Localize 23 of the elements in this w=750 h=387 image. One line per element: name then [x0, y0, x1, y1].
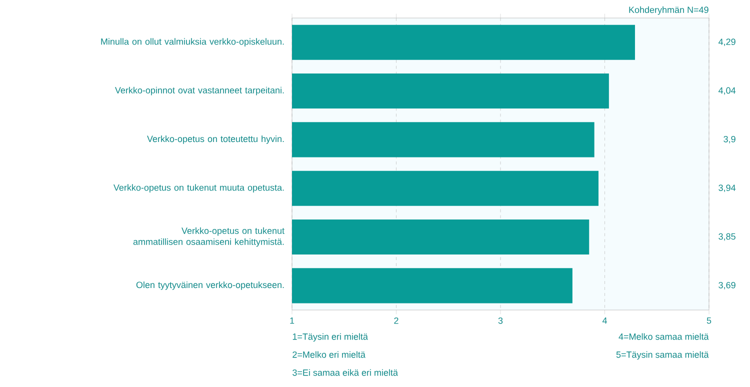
data-label: 3,69: [718, 282, 736, 290]
data-label: 4,29: [718, 38, 736, 46]
y-tick-label: Olen tyytyväinen verkko-opetukseen.: [136, 281, 284, 290]
y-tick-label: Verkko-opetus on tukenut ammatillisen osaamiseni kehittymistä.: [133, 227, 284, 247]
text: Kohderyhmän N=49: [629, 6, 708, 15]
x-tick-label: 2: [394, 317, 398, 324]
y-tick-label: Verkko-opinnot ovat vastanneet tarpeitani.: [114, 86, 284, 96]
text: 2=Melko eri mieltä: [292, 351, 366, 358]
x-tick-label: 4: [602, 317, 607, 324]
data-label: 3,94: [718, 184, 736, 192]
y-tick-label: Verkko-opetus on toteutettu hyvin.: [147, 135, 284, 144]
y-tick-label: Verkko-opetus on tukenut muuta opetusta.: [113, 184, 284, 193]
data-label: 3,85: [718, 233, 736, 241]
text: 4=Melko samaa mieltä: [618, 333, 709, 340]
x-tick-label: 5: [706, 317, 712, 324]
text: 3=Ei samaa eikä eri mieltä: [292, 369, 398, 376]
data-label: 3,9: [724, 136, 736, 144]
data-label: 4,04: [718, 87, 736, 95]
y-tick-label: Minulla on ollut valmiuksia verkko-opiskeluun.: [101, 38, 284, 47]
x-tick-label: 1: [290, 317, 294, 324]
x-tick-label: 3: [498, 317, 503, 324]
text: 1=Täysin eri mieltä: [292, 333, 368, 342]
text: 5=Täysin samaa mieltä: [616, 351, 709, 360]
